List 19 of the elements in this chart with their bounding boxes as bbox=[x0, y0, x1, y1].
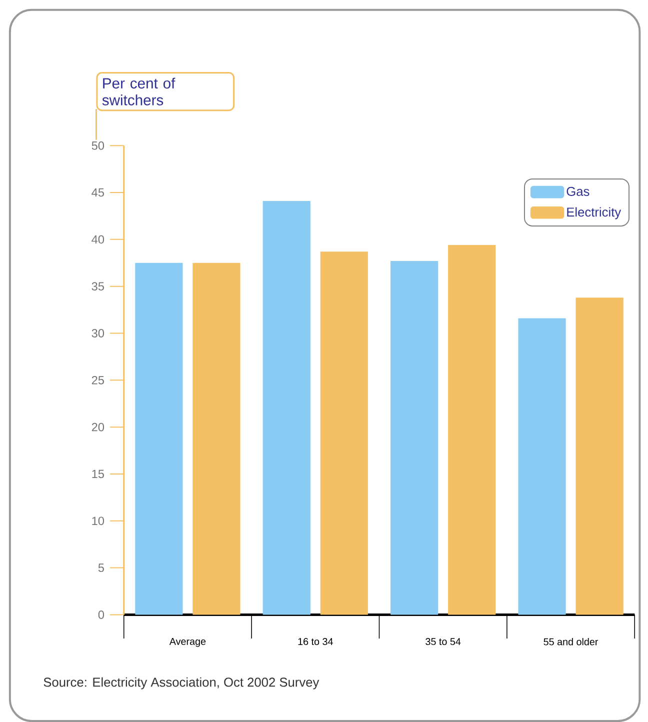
y-tick-label: 35 bbox=[92, 282, 104, 291]
y-tick-label: 15 bbox=[92, 470, 104, 478]
y-axis-title: Per cent of switchers bbox=[102, 78, 176, 106]
y-tick-label: 45 bbox=[92, 188, 104, 197]
y-tick-label: 20 bbox=[92, 422, 104, 432]
x-tick-label: 16 to 34 bbox=[298, 638, 334, 646]
legend-label: Electricity bbox=[567, 207, 622, 220]
legend-label: Gas bbox=[566, 186, 590, 196]
y-tick-label: 50 bbox=[92, 141, 104, 150]
y-tick-label: 30 bbox=[92, 329, 104, 338]
y-tick-label: 40 bbox=[92, 235, 104, 244]
y-tick-label: 0 bbox=[98, 610, 104, 619]
y-tick-label: 10 bbox=[92, 516, 104, 526]
y-tick-label: 5 bbox=[98, 564, 104, 572]
y-tick-label: 25 bbox=[92, 376, 104, 384]
x-tick-label: 35 to 54 bbox=[426, 638, 461, 646]
source-note: Source: Electricity Association, Oct 2002 Survey bbox=[44, 677, 320, 690]
x-tick-label: 55 and older bbox=[544, 638, 598, 646]
x-tick-label: Average bbox=[170, 638, 206, 647]
